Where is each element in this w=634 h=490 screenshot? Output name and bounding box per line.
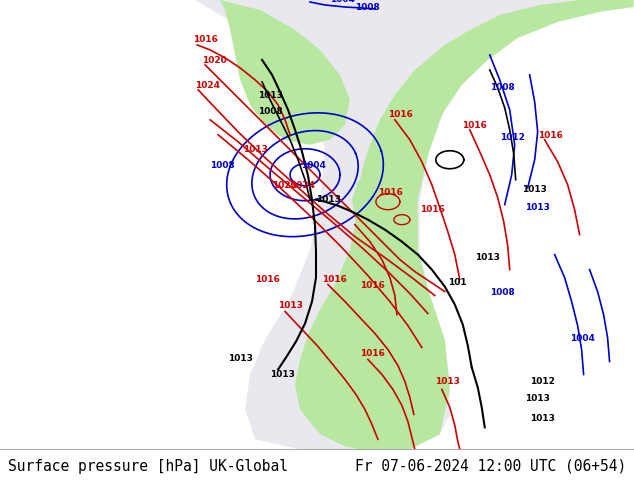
Text: 1013: 1013 — [243, 145, 268, 154]
Polygon shape — [195, 0, 633, 449]
Text: 1013: 1013 — [475, 253, 500, 262]
Text: 1012: 1012 — [500, 133, 524, 142]
Polygon shape — [220, 0, 350, 145]
Text: 1013: 1013 — [258, 91, 283, 100]
Text: 1024: 1024 — [195, 81, 220, 90]
Text: 1008: 1008 — [355, 3, 380, 12]
Polygon shape — [352, 165, 410, 224]
Text: 1008: 1008 — [489, 83, 515, 92]
Text: 1013: 1013 — [525, 394, 550, 403]
Text: 1016: 1016 — [360, 281, 385, 290]
Text: 1016: 1016 — [322, 274, 347, 284]
Text: 1020: 1020 — [272, 181, 297, 190]
Text: 1008: 1008 — [489, 288, 515, 296]
Text: 1024: 1024 — [290, 181, 315, 190]
Text: 1013: 1013 — [270, 370, 295, 379]
Text: 1013: 1013 — [522, 185, 547, 194]
Text: 1013: 1013 — [525, 203, 550, 212]
Polygon shape — [295, 0, 633, 449]
Text: 1008: 1008 — [210, 161, 235, 170]
Text: 1016: 1016 — [193, 35, 218, 44]
Text: 1013: 1013 — [529, 415, 555, 423]
Text: 1016: 1016 — [378, 188, 403, 196]
Text: 1013: 1013 — [316, 195, 341, 204]
Text: 1016: 1016 — [462, 121, 487, 130]
Text: 1012: 1012 — [529, 377, 555, 387]
Text: 1016: 1016 — [255, 274, 280, 284]
Text: Fr 07-06-2024 12:00 UTC (06+54): Fr 07-06-2024 12:00 UTC (06+54) — [355, 459, 626, 474]
Text: 1013: 1013 — [278, 300, 303, 310]
Text: 101: 101 — [448, 277, 467, 287]
Text: 1004: 1004 — [569, 335, 595, 343]
Text: 1020: 1020 — [202, 56, 227, 65]
Text: 1008: 1008 — [258, 107, 283, 116]
Text: 1016: 1016 — [360, 349, 385, 359]
Text: 1013: 1013 — [228, 354, 253, 364]
Text: 1013: 1013 — [435, 377, 460, 387]
Text: 1016: 1016 — [420, 205, 444, 214]
Text: 1016: 1016 — [538, 131, 562, 140]
Text: 1004: 1004 — [301, 161, 325, 170]
Text: 1016: 1016 — [388, 110, 413, 119]
Text: Surface pressure [hPa] UK-Global: Surface pressure [hPa] UK-Global — [8, 459, 288, 474]
Text: 1004: 1004 — [330, 0, 355, 4]
